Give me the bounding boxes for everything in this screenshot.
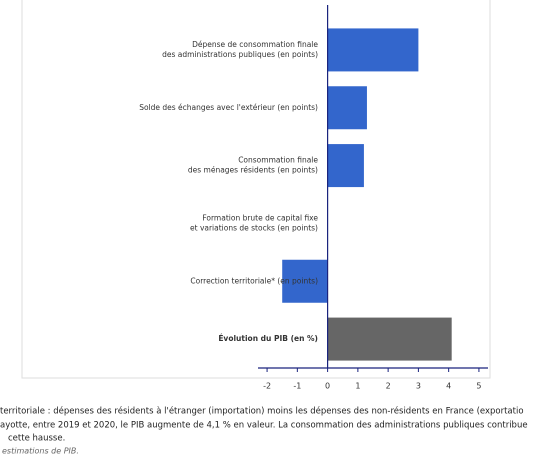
category-label: Formation brute de capital fixe xyxy=(202,213,318,222)
bar xyxy=(327,28,419,72)
category-label: des administrations publiques (en points… xyxy=(162,50,318,59)
category-label: Évolution du PIB (en %) xyxy=(218,334,318,343)
x-tick-label: 2 xyxy=(386,382,391,391)
category-label: Correction territoriale* (en points) xyxy=(190,276,318,285)
x-tick-label: 0 xyxy=(325,382,330,391)
bar xyxy=(327,317,452,361)
note: ayotte, entre 2019 et 2020, le PIB augme… xyxy=(0,421,528,431)
note: territoriale : dépenses des résidents à … xyxy=(0,406,524,417)
chart-frame xyxy=(21,0,491,379)
x-tick-label: -2 xyxy=(263,382,271,391)
category-label: et variations de stocks (en points) xyxy=(190,223,318,232)
category-label: Solde des échanges avec l'extérieur (en … xyxy=(139,103,318,112)
note: cette hausse. xyxy=(8,434,65,444)
x-tick-label: 5 xyxy=(476,382,481,391)
source-note: estimations de PIB. xyxy=(2,447,79,456)
bar xyxy=(327,144,364,188)
bar xyxy=(327,86,367,130)
x-tick-label: 4 xyxy=(446,382,451,391)
category-label: des ménages résidents (en points) xyxy=(188,166,318,175)
x-tick-label: -1 xyxy=(293,382,301,391)
x-tick-label: 3 xyxy=(416,382,421,391)
x-tick-label: 1 xyxy=(355,382,360,391)
category-label: Dépense de consommation finale xyxy=(192,40,318,49)
category-label: Consommation finale xyxy=(238,156,318,165)
bar xyxy=(282,259,328,303)
